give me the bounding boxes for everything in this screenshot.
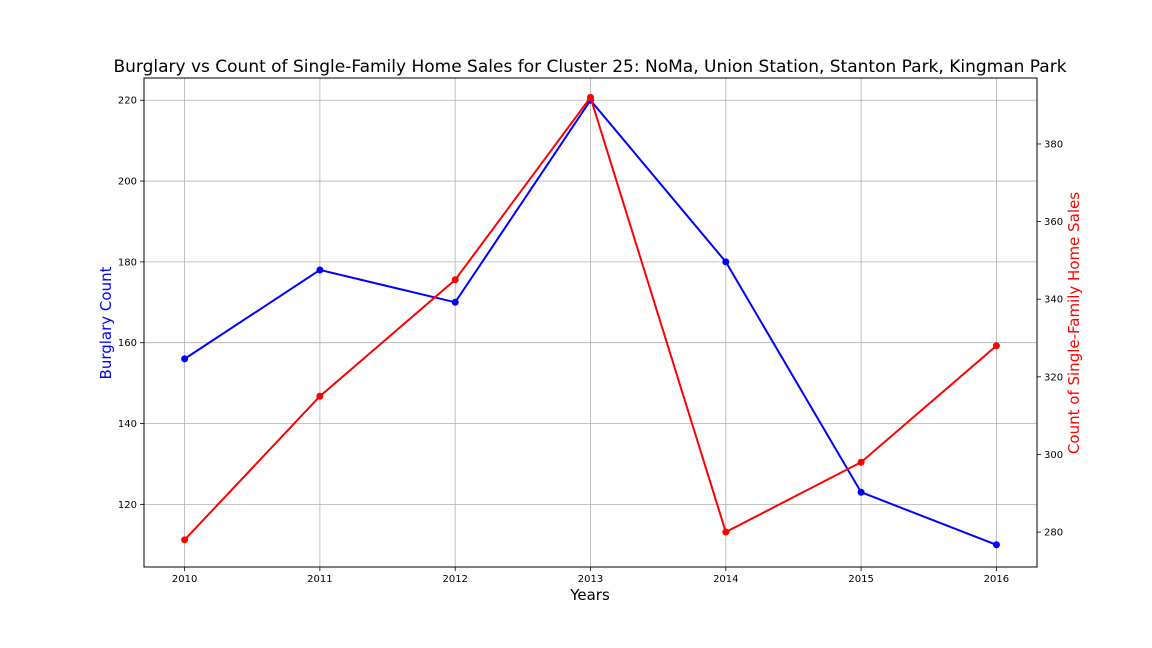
burglary-data-point (722, 258, 730, 266)
y-axis-right: 280 300 320 340 360 380 (1037, 139, 1063, 539)
home-sales-data-point (451, 276, 459, 284)
home-sales-data-point (857, 458, 865, 466)
x-tick-label: 2012 (442, 574, 467, 585)
home-sales-data-point (181, 536, 189, 544)
y-left-tick-label: 160 (118, 338, 137, 349)
grid-lines (144, 78, 1037, 567)
x-tick-label: 2013 (578, 574, 603, 585)
home-sales-data-point (587, 93, 594, 101)
burglary-data-point (451, 298, 459, 306)
y-right-tick-label: 300 (1044, 450, 1063, 461)
y-right-tick-label: 320 (1044, 372, 1063, 383)
burglary-data-point (992, 541, 1000, 549)
y-axis-right-label: Count of Single-Family Home Sales (1065, 192, 1083, 454)
chart-title: Burglary vs Count of Single-Family Home … (113, 57, 1066, 77)
home-sales-data-point (722, 528, 730, 536)
home-sales-data-point (992, 342, 1000, 350)
x-tick-label: 2016 (984, 574, 1009, 585)
x-tick-label: 2015 (848, 574, 873, 585)
y-left-tick-label: 180 (118, 257, 137, 268)
x-axis-label: Years (569, 586, 610, 604)
x-tick-label: 2011 (307, 574, 332, 585)
y-right-tick-label: 380 (1044, 139, 1063, 150)
burglary-data-point (181, 355, 189, 363)
burglary-data-point (857, 488, 865, 496)
y-left-tick-label: 220 (118, 96, 137, 107)
y-left-tick-label: 120 (118, 500, 137, 511)
x-tick-label: 2010 (172, 574, 197, 585)
y-right-tick-label: 360 (1044, 217, 1063, 228)
burglary-data-point (316, 266, 324, 274)
y-left-tick-label: 200 (118, 177, 137, 188)
x-axis: 2010 2011 2012 2013 2014 2015 2016 (172, 567, 1009, 585)
series-layer (181, 93, 1000, 549)
x-tick-label: 2014 (713, 574, 738, 585)
y-right-tick-label: 280 (1044, 528, 1063, 539)
home-sales-data-point (316, 392, 324, 400)
y-axis-left-label: Burglary Count (97, 266, 115, 379)
y-left-tick-label: 140 (118, 419, 137, 430)
y-right-tick-label: 340 (1044, 295, 1063, 306)
y-axis-left: 120 140 160 180 200 220 (118, 96, 144, 511)
